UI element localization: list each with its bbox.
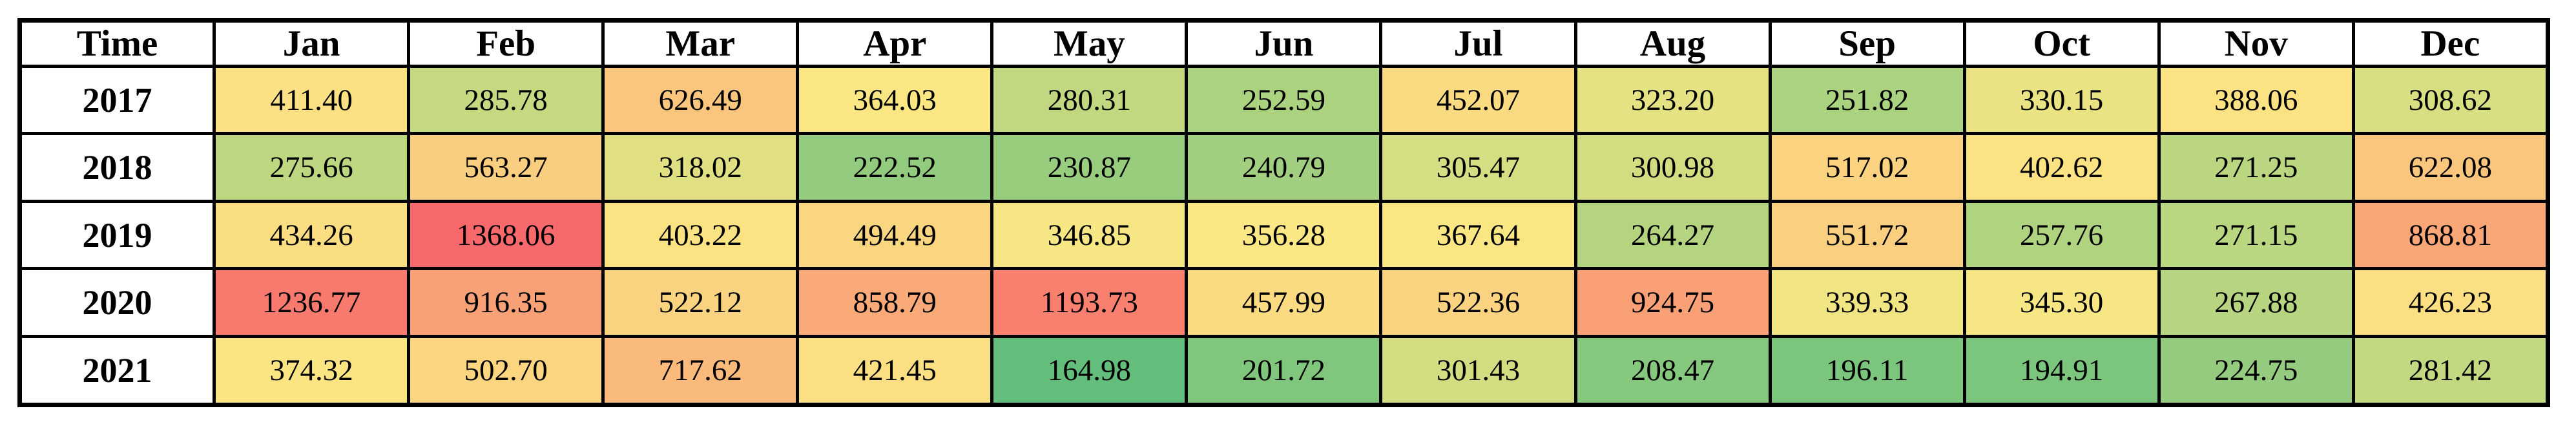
cell-2019-apr: 494.49 [796, 199, 994, 271]
cell-2017-oct: 330.15 [1962, 64, 2161, 136]
cell-2019-feb: 1368.06 [407, 199, 605, 271]
row-header-2018: 2018 [17, 132, 216, 203]
cell-2018-nov: 271.25 [2157, 132, 2355, 203]
cell-2020-oct: 345.30 [1962, 267, 2161, 338]
cell-2018-apr: 222.52 [796, 132, 994, 203]
cell-2019-aug: 264.27 [1574, 199, 1772, 271]
cell-2020-may: 1193.73 [990, 267, 1189, 338]
cell-2017-apr: 364.03 [796, 64, 994, 136]
column-header-may: May [990, 19, 1189, 68]
cell-2019-mar: 403.22 [601, 199, 800, 271]
table-row-2018: 2018 275.66 563.27 318.02 222.52 230.87 240.79… [17, 132, 2550, 203]
cell-2019-sep: 551.72 [1768, 199, 1966, 271]
cell-2021-jan: 374.32 [213, 334, 411, 407]
cell-2018-may: 230.87 [990, 132, 1189, 203]
cell-2020-aug: 924.75 [1574, 267, 1772, 338]
cell-2018-aug: 300.98 [1574, 132, 1772, 203]
table-header-row: Time Jan Feb Mar Apr May Jun Jul Aug Sep Oct Nov De… [17, 19, 2550, 68]
cell-2017-jan: 411.40 [213, 64, 411, 136]
cell-2021-feb: 502.70 [407, 334, 605, 407]
cell-2017-sep: 251.82 [1768, 64, 1966, 136]
column-header-jul: Jul [1379, 19, 1577, 68]
cell-2021-jul: 301.43 [1379, 334, 1577, 407]
column-header-nov: Nov [2157, 19, 2355, 68]
cell-2017-aug: 323.20 [1574, 64, 1772, 136]
cell-2020-nov: 267.88 [2157, 267, 2355, 338]
cell-2017-jun: 252.59 [1185, 64, 1383, 136]
column-header-oct: Oct [1962, 19, 2161, 68]
cell-2020-jul: 522.36 [1379, 267, 1577, 338]
row-header-2021: 2021 [17, 334, 216, 407]
table-row-2019: 2019 434.26 1368.06 403.22 494.49 346.85 356.2… [17, 199, 2550, 271]
cell-2021-aug: 208.47 [1574, 334, 1772, 407]
cell-2018-feb: 563.27 [407, 132, 605, 203]
cell-2018-jun: 240.79 [1185, 132, 1383, 203]
column-header-apr: Apr [796, 19, 994, 68]
cell-2018-oct: 402.62 [1962, 132, 2161, 203]
table-row-2020: 2020 1236.77 916.35 522.12 858.79 1193.73 457.… [17, 267, 2550, 338]
cell-2020-sep: 339.33 [1768, 267, 1966, 338]
cell-2018-mar: 318.02 [601, 132, 800, 203]
cell-2019-jun: 356.28 [1185, 199, 1383, 271]
cell-2020-jan: 1236.77 [213, 267, 411, 338]
cell-2021-sep: 196.11 [1768, 334, 1966, 407]
cell-2018-jul: 305.47 [1379, 132, 1577, 203]
cell-2021-oct: 194.91 [1962, 334, 2161, 407]
cell-2021-mar: 717.62 [601, 334, 800, 407]
cell-2017-may: 280.31 [990, 64, 1189, 136]
cell-2021-apr: 421.45 [796, 334, 994, 407]
cell-2021-dec: 281.42 [2351, 334, 2550, 407]
cell-2021-jun: 201.72 [1185, 334, 1383, 407]
cell-2019-jan: 434.26 [213, 199, 411, 271]
cell-2019-may: 346.85 [990, 199, 1189, 271]
cell-2021-may: 164.98 [990, 334, 1189, 407]
column-header-aug: Aug [1574, 19, 1772, 68]
cell-2018-sep: 517.02 [1768, 132, 1966, 203]
cell-2017-dec: 308.62 [2351, 64, 2550, 136]
cell-2017-nov: 388.06 [2157, 64, 2355, 136]
column-header-jan: Jan [213, 19, 411, 68]
cell-2020-dec: 426.23 [2351, 267, 2550, 338]
table-body: 2017 411.40 285.78 626.49 364.03 280.31 252.59… [17, 64, 2550, 407]
cell-2019-dec: 868.81 [2351, 199, 2550, 271]
cell-2020-jun: 457.99 [1185, 267, 1383, 338]
row-header-2019: 2019 [17, 199, 216, 271]
cell-2019-oct: 257.76 [1962, 199, 2161, 271]
cell-2020-mar: 522.12 [601, 267, 800, 338]
column-header-jun: Jun [1185, 19, 1383, 68]
column-header-sep: Sep [1768, 19, 1966, 68]
cell-2017-feb: 285.78 [407, 64, 605, 136]
row-header-2017: 2017 [17, 64, 216, 136]
column-header-dec: Dec [2351, 19, 2550, 68]
cell-2021-nov: 224.75 [2157, 334, 2355, 407]
cell-2018-jan: 275.66 [213, 132, 411, 203]
cell-2019-nov: 271.15 [2157, 199, 2355, 271]
cell-2019-jul: 367.64 [1379, 199, 1577, 271]
column-header-mar: Mar [601, 19, 800, 68]
time-column-header: Time [17, 19, 216, 68]
cell-2017-mar: 626.49 [601, 64, 800, 136]
table-row-2017: 2017 411.40 285.78 626.49 364.03 280.31 252.59… [17, 64, 2550, 136]
monthly-heatmap-table: Time Jan Feb Mar Apr May Jun Jul Aug Sep Oct Nov De… [17, 18, 2550, 407]
cell-2020-apr: 858.79 [796, 267, 994, 338]
column-header-feb: Feb [407, 19, 605, 68]
cell-2017-jul: 452.07 [1379, 64, 1577, 136]
cell-2018-dec: 622.08 [2351, 132, 2550, 203]
cell-2020-feb: 916.35 [407, 267, 605, 338]
table-row-2021: 2021 374.32 502.70 717.62 421.45 164.98 201.72… [17, 334, 2550, 407]
row-header-2020: 2020 [17, 267, 216, 338]
